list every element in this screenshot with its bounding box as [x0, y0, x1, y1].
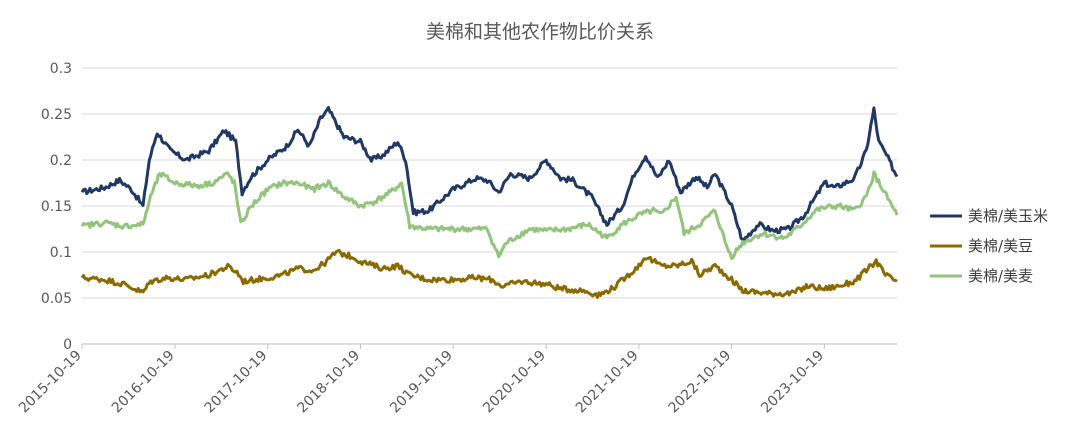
- x-tick-label: 2017-10-19: [202, 348, 271, 417]
- x-axis-ticks: 2015-10-19 2016-10-19 2017-10-19 2018-10-19…: [16, 344, 827, 416]
- series-line-3: [80, 170, 899, 261]
- series-line-2: [80, 249, 898, 299]
- series-lines: [80, 105, 899, 299]
- y-axis-ticks: 0 0.05 0.1 0.15 0.2 0.25 0.3: [41, 61, 72, 353]
- y-tick-label: 0.25: [41, 107, 72, 123]
- x-tick-label: 2022-10-19: [666, 348, 735, 417]
- y-tick-label: 0.15: [41, 199, 72, 215]
- y-tick-label: 0.05: [41, 291, 72, 307]
- legend-label: 美棉/美麦: [968, 267, 1033, 285]
- x-tick-label: 2020-10-19: [480, 348, 549, 417]
- y-tick-label: 0.2: [50, 153, 72, 169]
- x-tick-label: 2019-10-19: [387, 348, 456, 417]
- x-tick-label: 2015-10-19: [16, 348, 85, 417]
- y-tick-label: 0: [63, 337, 72, 353]
- chart-title: 美棉和其他农作物比价关系: [426, 21, 654, 43]
- y-tick-label: 0.1: [50, 245, 72, 261]
- series-line-1: [80, 105, 899, 242]
- x-tick-label: 2016-10-19: [109, 348, 178, 417]
- x-tick-label: 2021-10-19: [573, 348, 642, 417]
- y-tick-label: 0.3: [50, 61, 72, 77]
- gridlines: [82, 67, 897, 345]
- legend-label: 美棉/美玉米: [968, 207, 1048, 225]
- x-tick-label: 2023-10-19: [758, 348, 827, 417]
- x-tick-label: 2018-10-19: [294, 348, 363, 417]
- legend-label: 美棉/美豆: [968, 237, 1033, 255]
